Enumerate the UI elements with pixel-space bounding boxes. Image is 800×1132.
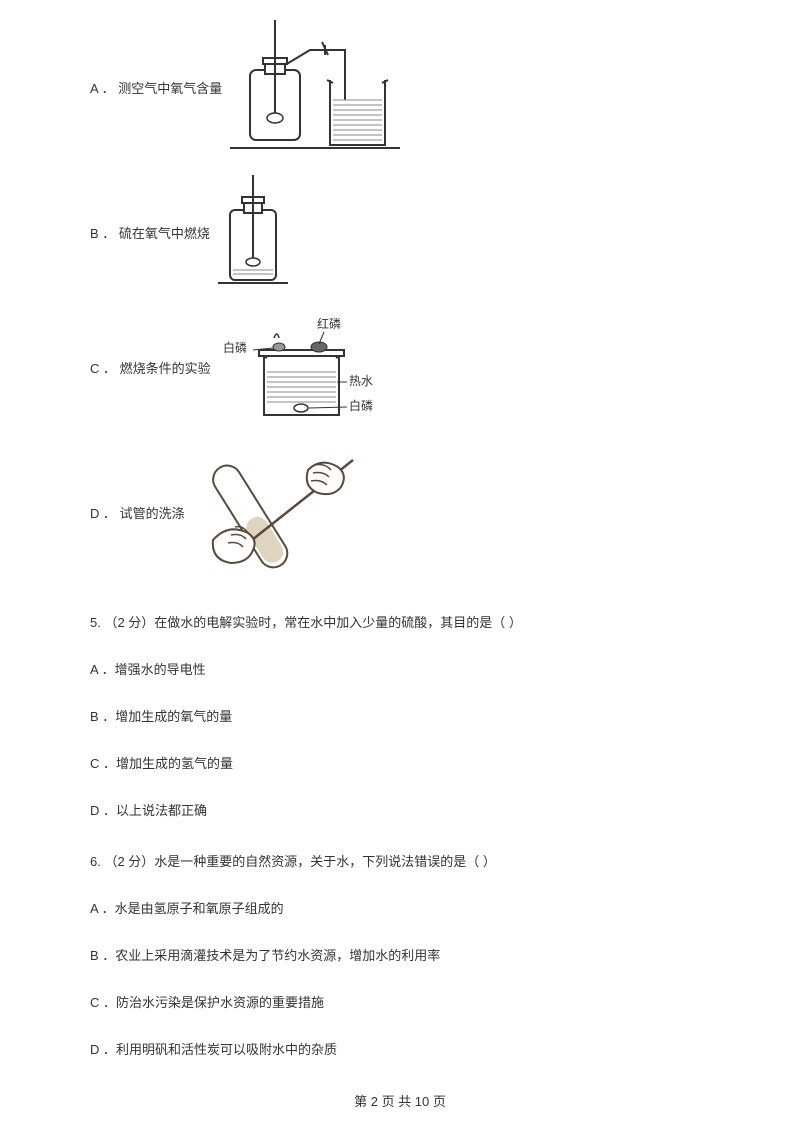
option-d-prefix: D ． (90, 506, 116, 521)
option-b-text: 硫在氧气中燃烧 (119, 226, 210, 241)
q5-option-a: A ．增强水的导电性 (90, 659, 710, 678)
option-c-row: C ． 燃烧条件的实验 红磷 白磷 (90, 310, 710, 425)
option-c-text: 燃烧条件的实验 (120, 361, 211, 376)
option-c-prefix: C ． (90, 361, 116, 376)
q6-option-b: B ．农业上采用滴灌技术是为了节约水资源，增加水的利用率 (90, 945, 710, 964)
q6-option-a: A ．水是由氢原子和氧原子组成的 (90, 898, 710, 917)
option-b-diagram (218, 175, 288, 290)
option-b-row: B ． 硫在氧气中燃烧 (90, 175, 710, 290)
option-a-row: A ． 测空气中氧气含量 (90, 20, 710, 155)
option-a-text: 测空气中氧气含量 (118, 81, 222, 96)
option-a-diagram (230, 20, 400, 155)
option-c-diagram: 红磷 白磷 热水 白磷 (219, 310, 389, 425)
q5-text: 5. （2 分）在做水的电解实验时，常在水中加入少量的硫酸，其目的是（ ） (90, 612, 710, 631)
option-d-text: 试管的洗涤 (120, 506, 185, 521)
c-label-bai2: 白磷 (349, 398, 373, 413)
option-c-label: C ． 燃烧条件的实验 (90, 358, 211, 377)
option-d-label: D ． 试管的洗涤 (90, 503, 185, 522)
c-label-bai1: 白磷 (223, 340, 247, 355)
option-a-label: A ． 测空气中氧气含量 (90, 78, 222, 97)
q6-text: 6. （2 分）水是一种重要的自然资源，关于水，下列说法错误的是（ ） (90, 851, 710, 870)
q6-option-d: D ．利用明矾和活性炭可以吸附水中的杂质 (90, 1039, 710, 1058)
option-d-diagram (193, 445, 363, 580)
q5-option-b: B ．增加生成的氧气的量 (90, 706, 710, 725)
q5-option-d: D ．以上说法都正确 (90, 800, 710, 819)
q6-option-c: C ．防治水污染是保护水资源的重要措施 (90, 992, 710, 1011)
page-footer: 第 2 页 共 10 页 (0, 1091, 800, 1110)
option-b-label: B ． 硫在氧气中燃烧 (90, 223, 210, 242)
option-d-row: D ． 试管的洗涤 (90, 445, 710, 580)
c-label-re: 热水 (349, 374, 373, 388)
option-b-prefix: B ． (90, 226, 115, 241)
q5-option-c: C ．增加生成的氢气的量 (90, 753, 710, 772)
c-label-hong: 红磷 (317, 316, 341, 331)
option-a-prefix: A ． (90, 81, 115, 96)
